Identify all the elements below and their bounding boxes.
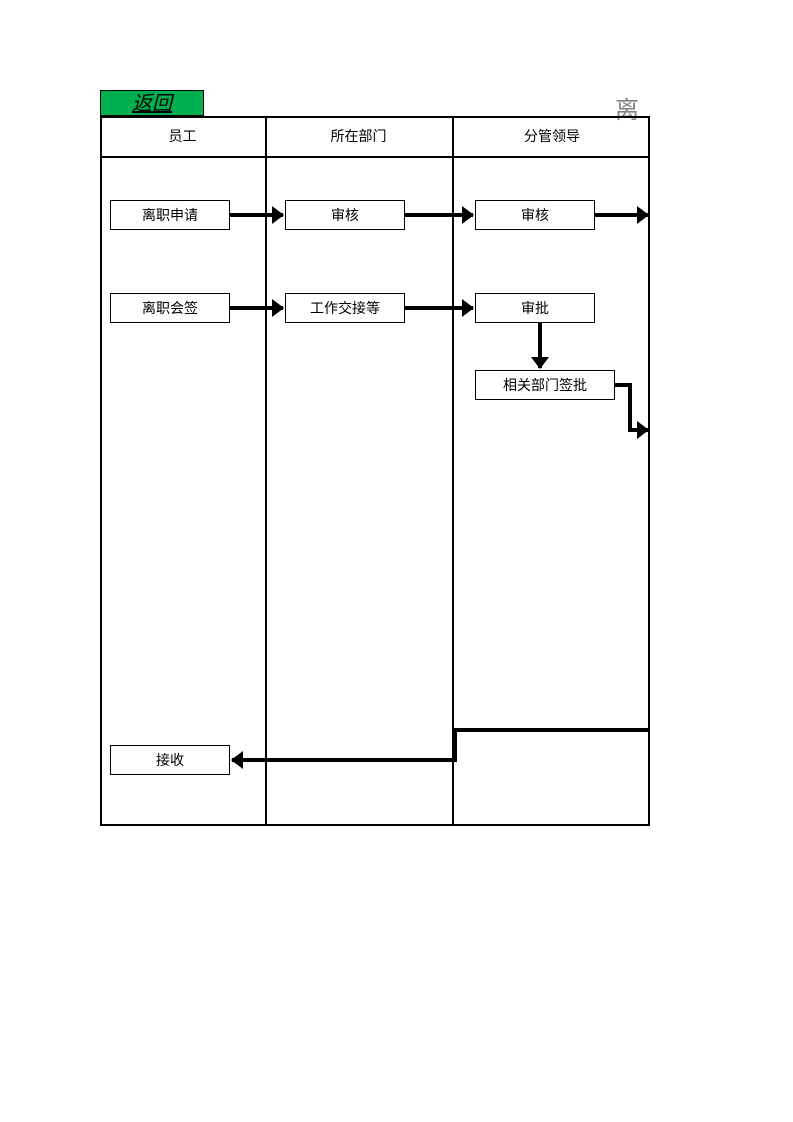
- flow-node-n5: 工作交接等: [285, 293, 405, 323]
- flow-node-label: 离职会签: [142, 298, 198, 318]
- swimlane-header: 所在部门: [265, 116, 452, 156]
- flow-node-label: 审核: [331, 205, 359, 225]
- swimlane-divider: [265, 116, 267, 826]
- back-button-label: 返回: [132, 93, 172, 115]
- flow-node-n8: 接收: [110, 745, 230, 775]
- flow-node-n1: 离职申请: [110, 200, 230, 230]
- flow-node-label: 审核: [521, 205, 549, 225]
- flow-node-n6: 审批: [475, 293, 595, 323]
- flow-node-n2: 审核: [285, 200, 405, 230]
- edges-layer: [0, 0, 793, 1122]
- flow-node-n3: 审核: [475, 200, 595, 230]
- flow-node-n4: 离职会签: [110, 293, 230, 323]
- diagram-stage: 返回 离 员工所在部门分管领导 离职申请审核审核离职会签工作交接等审批相关部门签…: [0, 0, 793, 1122]
- swimlane-border: [648, 116, 650, 826]
- flow-node-label: 离职申请: [142, 205, 198, 225]
- flow-node-label: 工作交接等: [310, 298, 380, 318]
- edge-n7-out2: [615, 385, 648, 430]
- swimlane-border: [100, 116, 102, 826]
- edge-out3-n8: [232, 730, 650, 760]
- flow-node-label: 接收: [156, 750, 184, 770]
- swimlane-divider: [452, 116, 454, 826]
- back-button[interactable]: 返回: [100, 90, 204, 116]
- flow-node-label: 相关部门签批: [503, 375, 587, 395]
- swimlane-header: 员工: [100, 116, 265, 156]
- flow-node-label: 审批: [521, 298, 549, 318]
- swimlane-border: [100, 824, 650, 826]
- flow-node-n7: 相关部门签批: [475, 370, 615, 400]
- swimlane-header-separator: [100, 156, 650, 158]
- swimlane-header: 分管领导: [452, 116, 652, 156]
